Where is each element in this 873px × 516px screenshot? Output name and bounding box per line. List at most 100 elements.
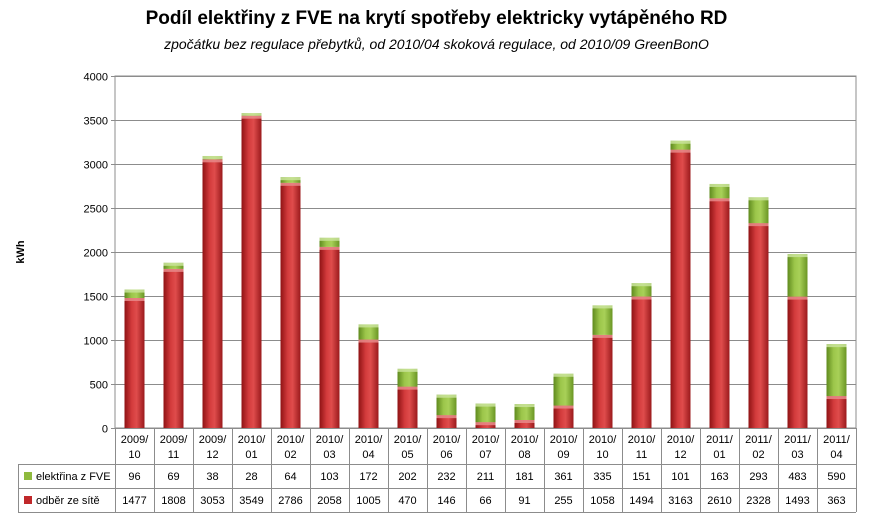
bar-cap (670, 149, 691, 153)
bar-cap (436, 394, 457, 398)
bar-cap (592, 334, 613, 338)
bar-fve (124, 289, 145, 299)
x-tick-label: 12 (206, 449, 218, 461)
y-tick-label: 500 (90, 380, 108, 392)
y-tick-label: 3000 (84, 160, 108, 172)
bar-cap (787, 254, 808, 258)
bar-fve (631, 283, 652, 297)
data-label-fve: 232 (437, 471, 455, 483)
bar-fve (553, 373, 574, 406)
data-label-fve: 38 (206, 471, 218, 483)
bar-fve (826, 344, 847, 397)
x-tick-label: 2011/ (823, 434, 851, 446)
bar-cap (397, 368, 418, 372)
bar-cap (319, 237, 340, 241)
data-label-odber: 363 (827, 495, 845, 507)
x-tick-label: 2011/ (706, 434, 734, 446)
legend-swatch-odber (24, 496, 32, 504)
x-tick-label: 11 (168, 449, 179, 461)
x-tick-label: 02 (284, 449, 296, 461)
y-tick-label: 1000 (84, 336, 108, 348)
x-tick-label: 2010/ (511, 434, 539, 446)
bar-odber (553, 405, 574, 428)
data-label-odber: 66 (479, 495, 491, 507)
bar-cap (670, 140, 691, 144)
data-label-odber: 1058 (590, 495, 614, 507)
data-label-odber: 3163 (668, 495, 692, 507)
bar-fve (787, 254, 808, 297)
data-label-odber: 3549 (239, 495, 263, 507)
data-label-fve: 483 (788, 471, 806, 483)
x-tick-label: 01 (245, 449, 257, 461)
data-label-fve: 96 (128, 471, 140, 483)
x-tick-label: 04 (362, 449, 374, 461)
data-label-fve: 293 (749, 471, 767, 483)
bar-cap (163, 262, 184, 266)
bar-odber (241, 115, 262, 429)
data-label-odber: 1493 (785, 495, 809, 507)
data-label-fve: 181 (515, 471, 533, 483)
chart-subtitle: zpočátku bez regulace přebytků, od 2010/… (164, 36, 709, 52)
bar-fve (475, 403, 496, 423)
x-tick-label: 2010/ (238, 434, 266, 446)
bar-fve (436, 394, 457, 416)
legend-label-odber: odběr ze sítě (36, 495, 100, 507)
bar-fve (709, 183, 730, 199)
bar-cap (553, 373, 574, 377)
bar-cap (514, 404, 535, 408)
chart-title: Podíl elektřiny z FVE na krytí spotřeby … (145, 8, 728, 29)
data-label-fve: 590 (827, 471, 845, 483)
bar-odber (709, 198, 730, 428)
bar-cap (475, 422, 496, 426)
bar-fve (748, 197, 769, 224)
data-label-odber: 2058 (317, 495, 341, 507)
bar-odber (202, 159, 223, 428)
bar-fve (514, 404, 535, 420)
data-label-fve: 101 (671, 471, 689, 483)
x-tick-label: 03 (791, 449, 803, 461)
data-label-odber: 3053 (200, 495, 224, 507)
bar-cap (358, 339, 379, 343)
bar-fve (670, 140, 691, 150)
bar-cap (397, 386, 418, 390)
bar-cap (475, 403, 496, 407)
bar-cap (124, 298, 145, 302)
x-tick-label: 2010/ (667, 434, 695, 446)
data-label-odber: 1808 (161, 495, 185, 507)
y-tick-label: 2000 (84, 248, 108, 260)
data-label-odber: 146 (437, 495, 455, 507)
bar-cap (748, 197, 769, 201)
bar-cap (241, 113, 262, 116)
x-tick-label: 07 (479, 449, 491, 461)
data-label-odber: 2786 (278, 495, 302, 507)
data-label-odber: 1477 (122, 495, 146, 507)
x-tick-label: 2011/ (745, 434, 773, 446)
bar-cap (202, 159, 223, 163)
bar-odber (436, 415, 457, 428)
bar-odber (592, 334, 613, 428)
bar-odber (787, 296, 808, 428)
y-tick-label: 1500 (84, 292, 108, 304)
y-tick-label: 3500 (84, 116, 108, 128)
data-label-fve: 103 (320, 471, 338, 483)
data-label-odber: 2328 (746, 495, 770, 507)
bar-cap (514, 419, 535, 423)
data-label-odber: 255 (554, 495, 572, 507)
x-tick-label: 2009/ (160, 434, 188, 446)
bar-odber (124, 298, 145, 428)
bar-cap (592, 305, 613, 309)
data-label-fve: 69 (167, 471, 179, 483)
y-tick-label: 2500 (84, 204, 108, 216)
bar-cap (436, 415, 457, 419)
bar-cap (163, 268, 184, 272)
bar-cap (709, 183, 730, 187)
bar-cap (631, 296, 652, 300)
bar-cap (748, 223, 769, 227)
bar-cap (787, 296, 808, 300)
bar-cap (709, 198, 730, 202)
bar-odber (631, 296, 652, 428)
bar-odber (670, 149, 691, 428)
data-label-fve: 28 (245, 471, 257, 483)
x-tick-label: 2009/ (199, 434, 227, 446)
